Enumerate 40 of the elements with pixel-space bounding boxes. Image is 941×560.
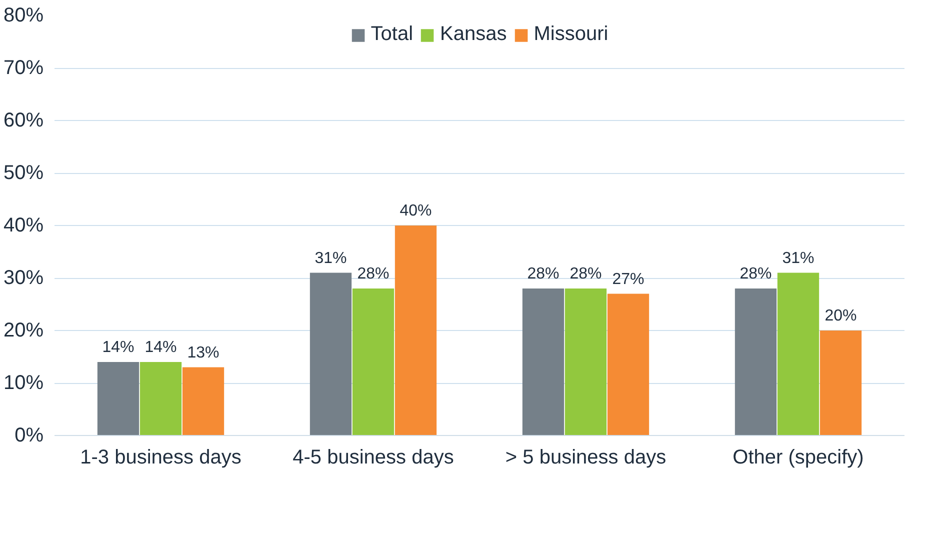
data-label: 28% bbox=[570, 266, 602, 282]
x-tick-label: Other (specify) bbox=[732, 446, 864, 468]
legend-label: Total bbox=[370, 23, 414, 46]
data-label: 27% bbox=[612, 270, 644, 288]
data-label: 40% bbox=[400, 202, 432, 220]
data-label: 13% bbox=[187, 344, 220, 362]
bar bbox=[140, 362, 182, 436]
y-tick-label: 50% bbox=[3, 162, 44, 184]
x-tick-label: > 5 business days bbox=[505, 446, 666, 468]
y-tick-label: 70% bbox=[3, 57, 44, 79]
data-label: 31% bbox=[782, 250, 814, 267]
data-label: 14% bbox=[144, 339, 177, 356]
bar bbox=[394, 226, 437, 436]
data-label: 20% bbox=[824, 308, 857, 324]
legend-label: Missouri bbox=[534, 23, 608, 46]
data-label: 28% bbox=[357, 266, 390, 282]
bar bbox=[607, 294, 650, 436]
bar bbox=[97, 362, 140, 436]
y-tick-label: 30% bbox=[3, 267, 44, 289]
bar bbox=[734, 288, 777, 436]
data-label: 31% bbox=[314, 250, 347, 267]
bar bbox=[522, 288, 564, 436]
bar bbox=[820, 330, 862, 436]
bar bbox=[310, 272, 352, 436]
bar bbox=[352, 288, 394, 436]
data-label: 14% bbox=[102, 339, 134, 356]
y-tick-label: 40% bbox=[3, 214, 44, 236]
x-tick-label: 1-3 business days bbox=[80, 446, 242, 468]
bar bbox=[777, 272, 820, 436]
y-tick-label: 10% bbox=[3, 372, 44, 394]
y-tick-label: 80% bbox=[3, 4, 44, 26]
bar bbox=[182, 367, 224, 436]
y-tick-label: 60% bbox=[3, 110, 44, 132]
x-tick-label: 4-5 business days bbox=[292, 446, 454, 468]
legend-label: Kansas bbox=[440, 23, 507, 46]
y-tick-label: 0% bbox=[14, 424, 44, 446]
y-tick-label: 20% bbox=[3, 320, 44, 342]
data-label: 28% bbox=[527, 266, 560, 282]
bar bbox=[564, 288, 607, 436]
data-label: 28% bbox=[740, 266, 772, 282]
